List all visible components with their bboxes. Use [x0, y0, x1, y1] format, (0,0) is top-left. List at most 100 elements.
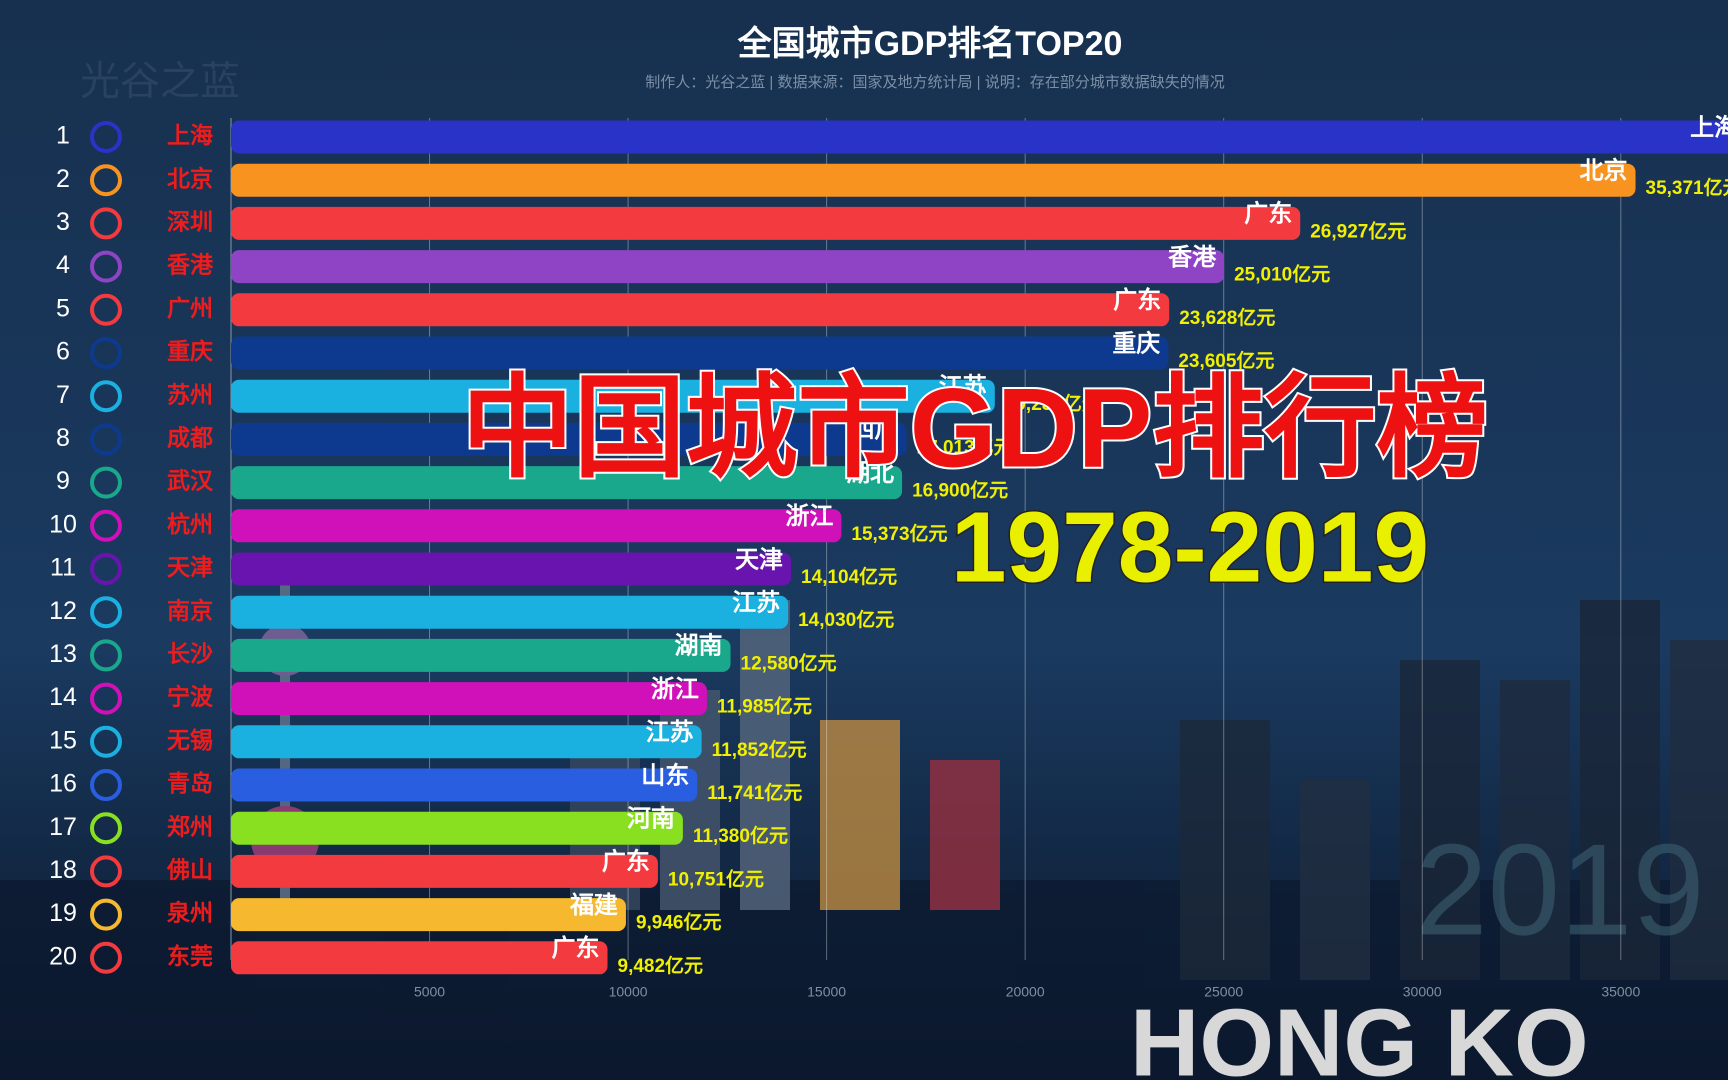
rank-label: 19 [49, 899, 77, 927]
bar [231, 293, 1170, 327]
bar-label: 上海 [1690, 113, 1728, 141]
x-tick-label: 20000 [1006, 984, 1045, 1000]
bar-label: 浙江 [785, 503, 833, 530]
bar-label: 四川 [851, 417, 899, 444]
city-label: 佛山 [166, 856, 213, 882]
value-label: 12,580亿元 [741, 651, 837, 674]
bar [231, 854, 658, 888]
value-label: 9,482亿元 [618, 954, 704, 977]
bar-label: 江苏 [646, 719, 694, 746]
bar [231, 638, 731, 672]
city-label: 东莞 [167, 943, 213, 969]
city-label: 广州 [167, 295, 213, 321]
city-label: 郑州 [167, 813, 213, 839]
value-label: 26,927亿元 [1310, 219, 1406, 242]
x-tick-label: 15000 [807, 984, 846, 1000]
city-label: 成都 [167, 424, 213, 450]
value-label: 11,852亿元 [712, 738, 807, 761]
city-logo [90, 466, 122, 499]
city-label: 南京 [167, 597, 213, 623]
city-logo [90, 337, 122, 369]
bar-label: 山东 [641, 761, 689, 789]
rank-label: 12 [49, 597, 77, 625]
bar [231, 509, 842, 543]
bar-label: 广东 [602, 848, 650, 876]
rank-label: 17 [49, 813, 77, 841]
bar [231, 250, 1225, 284]
bar [231, 552, 792, 586]
year-label: 2019 [1415, 816, 1704, 962]
city-logo [90, 855, 122, 888]
bar-label: 福建 [569, 892, 618, 919]
bar-label: 江苏 [732, 590, 780, 617]
rank-label: 16 [49, 770, 77, 798]
rank-label: 14 [49, 683, 77, 711]
city-logo [90, 509, 122, 542]
bar [231, 941, 608, 975]
bar [231, 768, 698, 802]
bar [231, 206, 1301, 240]
value-label: 11,380亿元 [693, 824, 788, 847]
bar-label: 河南 [627, 806, 675, 833]
rank-label: 15 [49, 726, 77, 754]
value-label: 15,373亿元 [851, 522, 947, 545]
city-label: 北京 [167, 165, 213, 191]
bar-label: 广东 [1113, 286, 1161, 314]
city-logo [90, 769, 122, 801]
x-tick-label: 35000 [1601, 984, 1640, 1000]
city-logo [90, 553, 122, 585]
city-label: 深圳 [167, 208, 213, 234]
rank-label: 18 [49, 856, 77, 884]
bar-label: 北京 [1580, 157, 1628, 185]
rank-label: 13 [49, 640, 77, 668]
watermark: 光谷之蓝 [80, 60, 240, 104]
overlay-title: 中国城市GDP排行榜 [462, 366, 1489, 491]
city-label: 长沙 [167, 640, 213, 666]
rank-label: 6 [56, 338, 70, 366]
city-label: 武汉 [167, 468, 214, 494]
bar [231, 682, 707, 716]
bar-label: 广东 [552, 934, 600, 962]
bar [231, 336, 1169, 370]
overlay-years: 1978-2019 [951, 491, 1429, 603]
rank-label: 7 [56, 381, 70, 409]
rank-label: 20 [49, 942, 77, 970]
plot: 5000 10000 15000 20000 25000 30000 35000 1 上海 上海 2… [49, 113, 1728, 1000]
x-tick-label: 5000 [414, 984, 445, 1000]
value-label: 35,371亿元 [1646, 176, 1728, 199]
rank-label: 10 [49, 510, 77, 538]
rank-label: 5 [56, 294, 70, 322]
value-label: 10,751亿元 [668, 867, 764, 890]
city-logo [90, 250, 122, 283]
chart-subtitle: 制作人：光谷之蓝 | 数据来源：国家及地方统计局 | 说明：存在部分城市数据缺失… [645, 74, 1224, 91]
value-label: 14,104亿元 [801, 565, 897, 588]
value-label: 23,628亿元 [1179, 306, 1275, 329]
bar [231, 422, 907, 456]
city-label: 香港 [167, 252, 214, 278]
bar-label: 浙江 [651, 676, 699, 703]
bar-label: 广东 [1244, 200, 1292, 228]
x-tick-label: 10000 [609, 984, 648, 1000]
bar [231, 898, 626, 932]
value-label: 14,030亿元 [798, 608, 894, 631]
city-label: 泉州 [167, 900, 213, 926]
city-logo [90, 596, 122, 629]
city-logo [90, 941, 122, 974]
city-label: 苏州 [167, 381, 213, 407]
city-label: 无锡 [167, 727, 213, 753]
bar [231, 466, 903, 500]
city-logo [90, 639, 122, 672]
bar-label: 天津 [735, 546, 783, 573]
city-label: 重庆 [167, 338, 213, 364]
value-label: 19,235亿元 [1005, 392, 1101, 415]
bar [231, 811, 683, 845]
city-logo [90, 423, 122, 456]
bar-label: 江苏 [939, 374, 987, 401]
city-label: 青岛 [167, 770, 213, 796]
bar [231, 379, 995, 413]
rank-label: 2 [56, 165, 70, 193]
bar [231, 163, 1636, 197]
rank-label: 4 [56, 251, 70, 279]
